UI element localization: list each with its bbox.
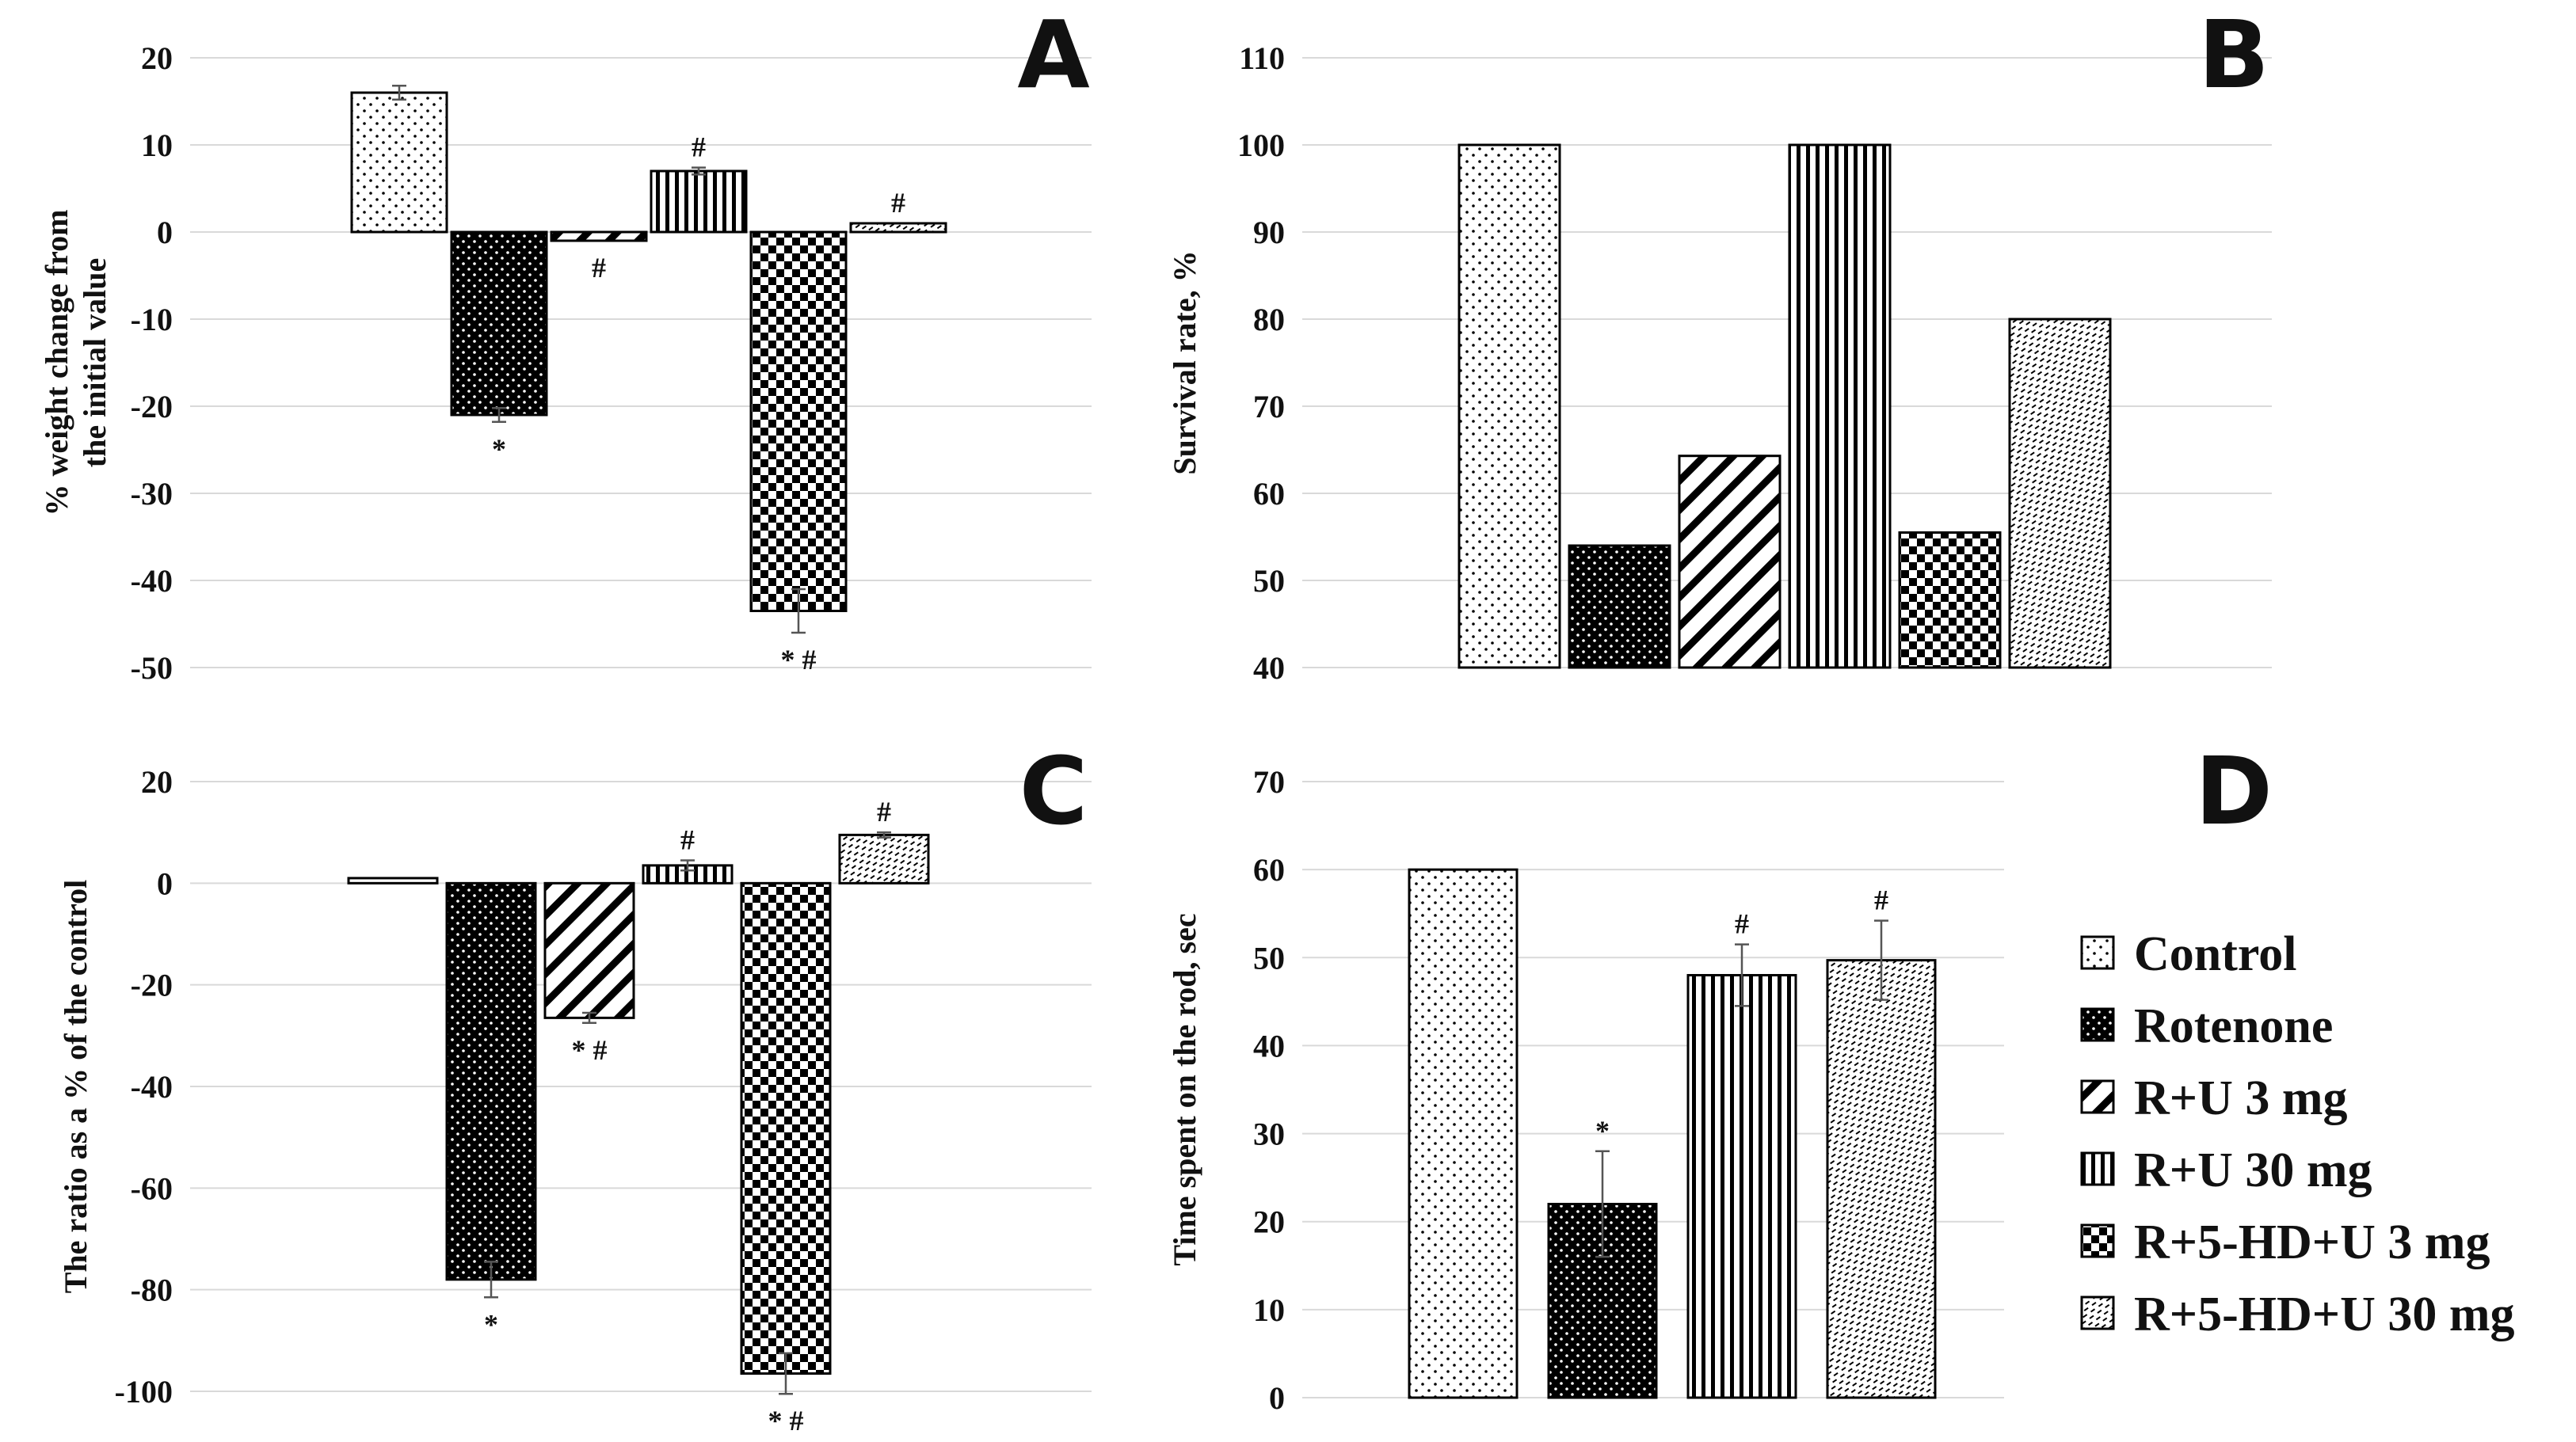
y-axis-label: % weight change from the initial value [39,210,112,516]
y-axis-label-line: The ratio as a % of the control [58,880,93,1294]
panel-letter: B [2198,0,2269,109]
y-tick-label: 10 [141,127,173,163]
bar-r-5-hd-u-30-mg [838,833,930,885]
y-tick-label: 110 [1239,40,1285,76]
significance-mark: # [877,796,891,828]
significance-mark: * # [781,644,817,675]
bar-r-u-30-mg [1686,974,1797,1399]
y-axis-label-line: % weight change from [39,210,74,516]
y-tick-label: 20 [1253,1204,1285,1240]
y-tick-label: 40 [1253,1028,1285,1063]
y-tick-label: 60 [1253,852,1285,888]
y-tick-label: 60 [1253,476,1285,512]
y-tick-label: -30 [131,476,173,512]
significance-mark: # [592,252,606,283]
bar-rotenone [450,230,548,417]
y-tick-label: -50 [131,650,173,686]
y-axis-label-line: the initial value [77,258,112,467]
bar-rotenone [1568,544,1671,669]
bar-rotenone [445,881,537,1281]
legend-label: R+U 30 mg [2134,1143,2372,1197]
significance-mark: # [680,824,695,855]
y-tick-label: 20 [141,764,173,800]
panel-letter: D [2195,736,2273,846]
legend-swatch [2080,1151,2115,1186]
bar-r-5-hd-u-3-mg [1898,531,2002,669]
y-tick-label: 30 [1253,1117,1285,1152]
bar-r-u-30-mg [1788,143,1892,669]
legend-swatch [2080,935,2115,970]
significance-mark: * # [768,1405,804,1436]
legend: Control Rotenone R+U 3 mg R+U 30 mg R+5-HD+U… [2080,927,2515,1341]
significance-mark: # [1735,908,1749,940]
panel-a-chart: 20 10 0 -10 -20 -30 -40 -50 % weight change from… [39,0,1092,686]
bar-control [1458,143,1561,669]
y-axis-label: Survival rate, % [1167,250,1202,474]
y-tick-label: -60 [131,1170,173,1206]
y-tick-label: -20 [131,389,173,424]
bar-control [1408,868,1519,1399]
y-tick-label: 0 [157,215,173,250]
bar-r-u-3-mg [1678,455,1781,669]
bar-r-u-3-mg [550,230,648,242]
bar-control [350,91,448,234]
legend-label: R+5-HD+U 30 mg [2134,1288,2515,1341]
y-tick-label: 80 [1253,302,1285,337]
y-tick-label: 100 [1237,127,1285,163]
significance-mark: * [484,1308,498,1340]
significance-mark: # [891,187,905,219]
y-tick-label: 50 [1253,940,1285,976]
significance-mark: * [1595,1115,1610,1147]
legend-label: R+U 3 mg [2134,1071,2348,1125]
y-tick-label: 40 [1253,650,1285,686]
y-tick-label: 90 [1253,215,1285,250]
bar-r-u-30-mg [650,169,748,234]
bar-r-5-hd-u-30-mg [2008,318,2112,669]
y-tick-label: -10 [131,302,173,337]
significance-mark: # [1874,885,1888,916]
y-tick-label: -20 [131,968,173,1003]
panel-b-chart: 110 100 90 80 70 60 50 40 Survival rate, % B [1167,0,2272,686]
y-tick-label: 20 [141,40,173,76]
y-axis-label: Time spent on the rod, sec [1167,913,1202,1265]
y-tick-label: 10 [1253,1292,1285,1328]
significance-mark: * [492,433,506,465]
legend-swatch [2080,1079,2115,1114]
bar-r-5-hd-u-3-mg [740,881,832,1375]
y-tick-label: 0 [157,866,173,901]
y-tick-label: -40 [131,1069,173,1105]
legend-swatch [2080,1007,2115,1042]
bar-r-5-hd-u-3-mg [749,230,848,612]
y-tick-label: -100 [115,1374,173,1410]
bar-control [347,877,439,885]
y-tick-label: 0 [1269,1380,1285,1416]
y-axis-label-line: Survival rate, % [1167,250,1202,474]
y-tick-label: -80 [131,1273,173,1308]
panel-letter: C [1019,736,1088,846]
legend-label: Control [2134,927,2297,981]
significance-mark: * # [572,1034,608,1066]
y-tick-label: 70 [1253,389,1285,424]
y-axis-label-line: Time spent on the rod, sec [1167,913,1202,1265]
bar-r-5-hd-u-30-mg [849,222,947,234]
y-tick-label: 70 [1253,764,1285,800]
bar-r-u-3-mg [543,881,635,1019]
panel-c-chart: 20 0 -20 -40 -60 -80 -100 The ratio as a % of t… [58,736,1092,1436]
significance-mark: # [692,131,706,163]
y-tick-label: 50 [1253,563,1285,599]
bar-r-5-hd-u-30-mg [1826,959,1937,1399]
y-tick-label: -40 [131,563,173,599]
legend-swatch [2080,1296,2115,1330]
panel-d-chart: 70 60 50 40 30 20 10 0 Time spent on the rod, se… [1167,736,2273,1416]
legend-label: R+5-HD+U 3 mg [2134,1216,2490,1269]
panel-letter: A [1017,0,1089,109]
y-axis-label: The ratio as a % of the control [58,880,93,1294]
legend-swatch [2080,1223,2115,1258]
legend-label: Rotenone [2134,999,2333,1053]
